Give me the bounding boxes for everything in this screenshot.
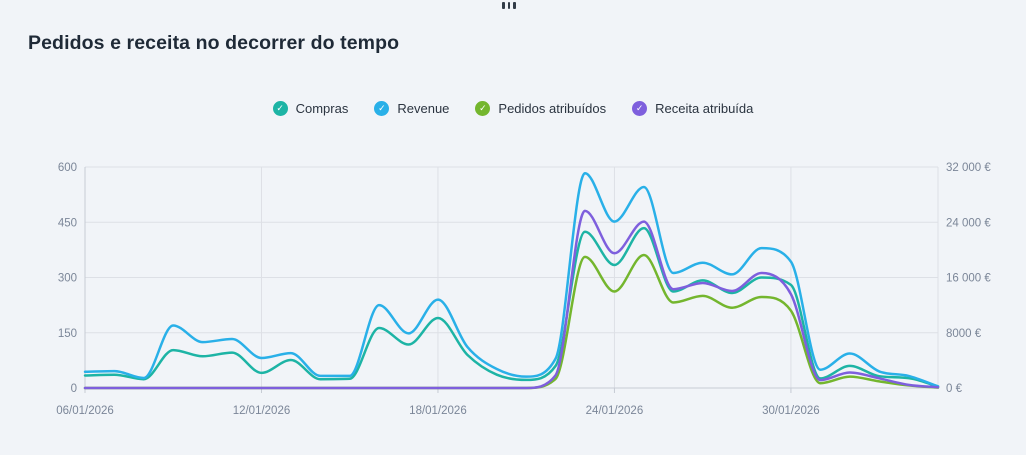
y-axis-tick-label-left: 600 <box>58 162 77 174</box>
x-axis-tick-label: 18/01/2026 <box>409 405 467 417</box>
legend-item-label: Compras <box>295 101 349 116</box>
legend-item-revenue[interactable]: ✓ Revenue <box>374 101 449 116</box>
legend-item-label: Receita atribuída <box>655 101 754 116</box>
page-title: Pedidos e receita no decorrer do tempo <box>28 32 400 54</box>
series-line-receita-atribu-da[interactable] <box>83 209 940 390</box>
legend-item-receita-atribu-da[interactable]: ✓ Receita atribuída <box>632 101 753 116</box>
y-axis-tick-label-left: 450 <box>58 217 77 229</box>
legend-item-compras[interactable]: ✓ Compras <box>272 101 349 116</box>
legend-item-label: Pedidos atribuídos <box>498 101 607 116</box>
y-axis-tick-label-right: 32 000 € <box>946 162 991 174</box>
series-line-compras[interactable] <box>83 226 940 388</box>
legend-check-icon: ✓ <box>374 101 390 116</box>
y-axis-tick-label-right: 0 € <box>946 383 963 395</box>
x-axis-tick-label: 12/01/2026 <box>233 405 291 417</box>
y-axis-tick-label-right: 16 000 € <box>946 273 991 285</box>
series-line-pedidos-atribu-dos[interactable] <box>83 253 940 390</box>
y-axis-tick-label-left: 0 <box>71 383 77 395</box>
y-axis-tick-label-right: 8000 € <box>946 328 982 340</box>
legend-item-label: Revenue <box>397 101 450 116</box>
x-axis-tick-label: 06/01/2026 <box>56 405 114 417</box>
legend-check-icon: ✓ <box>272 101 288 116</box>
chart-legend: ✓ Compras ✓ Revenue ✓ Pedidos atribuídos ✓ Rece… <box>0 101 1026 116</box>
drag-handle-icon[interactable] <box>502 2 516 9</box>
y-axis-tick-label-left: 300 <box>58 273 77 285</box>
legend-check-icon: ✓ <box>632 101 648 116</box>
y-axis-tick-label-left: 150 <box>58 328 77 340</box>
x-axis-tick-label: 24/01/2026 <box>586 405 644 417</box>
legend-item-pedidos-atribu-dos[interactable]: ✓ Pedidos atribuídos <box>475 101 606 116</box>
series-line-revenue[interactable] <box>83 171 940 388</box>
x-axis-tick-label: 30/01/2026 <box>762 405 820 417</box>
y-axis-tick-label-right: 24 000 € <box>946 217 991 229</box>
legend-check-icon: ✓ <box>475 101 491 116</box>
